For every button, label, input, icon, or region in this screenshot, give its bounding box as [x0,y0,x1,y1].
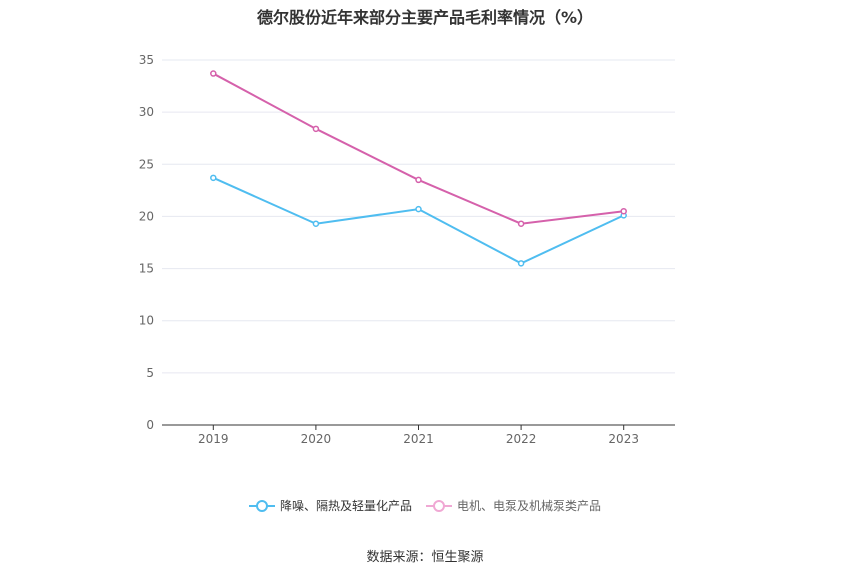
x-tick-label: 2019 [198,432,229,446]
y-tick-label: 5 [146,366,154,380]
y-tick-label: 30 [139,105,154,119]
y-tick-label: 20 [139,209,154,223]
x-axis-tick-labels: 2019 2020 2021 2022 2023 [198,425,639,446]
y-tick-label: 25 [139,157,154,171]
series-line-1 [212,176,625,265]
series-1-point-2021[interactable] [415,205,422,213]
series-2-point-2022[interactable] [517,220,525,227]
x-tick-label: 2021 [403,432,434,446]
series-2-point-2019[interactable] [210,70,217,77]
x-tick-label: 2020 [301,432,332,446]
y-tick-label: 15 [139,262,154,276]
legend-label-series-2: 电机、电泵及机械泵类产品 [457,499,602,513]
series-1-point-2022[interactable] [517,260,525,267]
series-group [210,70,627,267]
chart-title: 德尔股份近年来部分主要产品毛利率情况（%） [256,8,594,27]
legend-marker-series-1-icon [248,499,275,512]
grid-lines [162,59,675,374]
y-tick-label: 35 [139,53,154,67]
y-tick-label: 10 [139,314,154,328]
legend-item-series-2[interactable]: 电机、电泵及机械泵类产品 [426,497,601,514]
series-1-point-2020[interactable] [312,220,320,227]
series-line-2 [212,72,624,225]
series-2-point-2023[interactable] [620,207,627,215]
x-tick-label: 2023 [608,432,639,446]
series-2-point-2021[interactable] [415,176,422,184]
legend-marker-series-2-icon [426,499,452,512]
y-axis-tick-labels: 0 5 10 15 20 25 30 35 [139,53,154,432]
series-1-point-2019[interactable] [210,174,217,182]
legend-label-series-1: 降噪、隔热及轻量化产品 [279,499,412,513]
x-tick-label: 2022 [506,432,537,446]
line-chart: 0 5 10 15 20 25 30 35 2019 2020 2021 2022 2023 [139,53,675,446]
y-tick-label: 0 [146,418,154,432]
legend: 降噪、隔热及轻量化产品 电机、电泵及机械泵类产品 [0,497,850,514]
legend-item-series-1[interactable]: 降噪、隔热及轻量化产品 [248,497,412,514]
series-2-point-2020[interactable] [312,125,320,133]
data-source: 数据来源：恒生聚源 [366,550,484,565]
